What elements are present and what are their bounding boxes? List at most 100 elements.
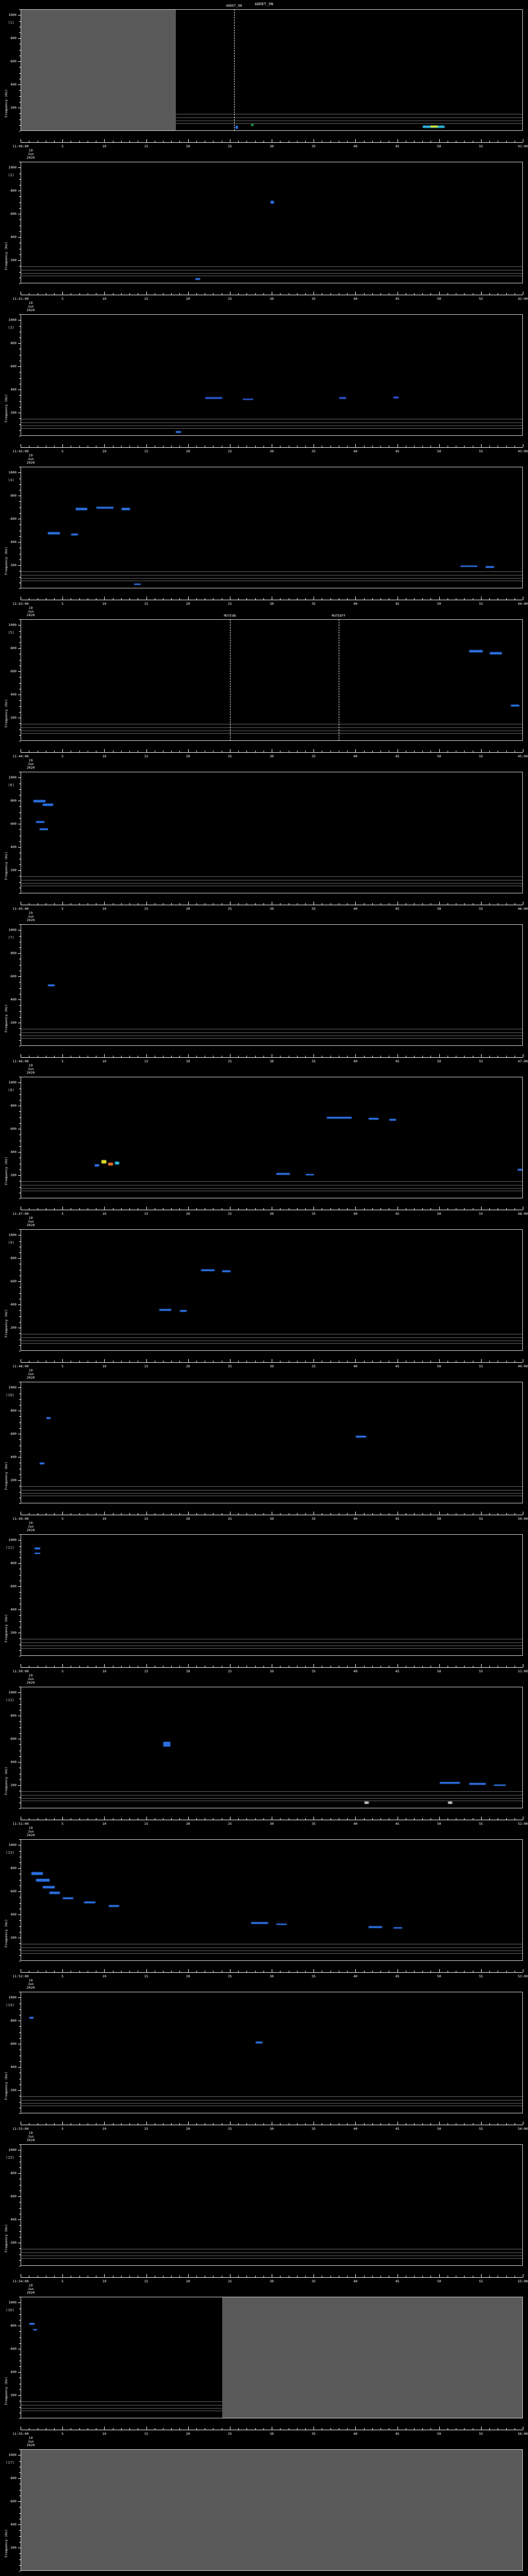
y-minor-tick — [19, 501, 21, 502]
x-minor-tick — [246, 1666, 248, 1667]
spectrogram-detection — [31, 1872, 43, 1875]
x-minor-tick — [372, 1056, 373, 1057]
x-minor-tick — [79, 1971, 80, 1972]
x-minor-tick — [238, 598, 239, 600]
x-major-tick — [439, 1054, 440, 1057]
y-minor-tick — [19, 1862, 21, 1863]
plot-area[interactable] — [21, 162, 523, 283]
x-minor-tick — [121, 1666, 122, 1667]
y-tick-label: 1000 — [8, 1538, 16, 1543]
x-major-tick — [188, 749, 189, 752]
panel-index-label: (3) — [8, 326, 14, 330]
x-minor-tick — [246, 1208, 248, 1210]
x-minor-tick — [246, 903, 248, 905]
plot-area[interactable] — [21, 1839, 523, 1961]
plot-area[interactable] — [21, 619, 523, 741]
spectrogram-detection — [486, 566, 494, 568]
x-tick-label: 25 — [227, 1212, 232, 1216]
plot-area[interactable] — [21, 924, 523, 1046]
plot-area[interactable] — [21, 2449, 523, 2571]
y-tick-mark — [18, 1304, 21, 1306]
y-tick-label: 400 — [10, 692, 16, 697]
x-minor-tick — [79, 2428, 80, 2430]
x-major-tick — [481, 902, 482, 905]
plot-area[interactable] — [21, 314, 523, 436]
y-minor-tick — [19, 1756, 21, 1757]
plot-area[interactable] — [21, 772, 523, 893]
y-tick-label: 1000 — [8, 623, 16, 628]
y-tick-label: 600 — [10, 212, 16, 216]
plot-area[interactable] — [21, 2144, 523, 2266]
x-minor-tick — [422, 1056, 423, 1057]
plot-area[interactable] — [21, 1229, 523, 1351]
y-tick-mark — [18, 472, 21, 473]
y-tick-mark — [18, 1457, 21, 1458]
x-minor-tick — [263, 2123, 264, 2125]
x-minor-tick — [506, 141, 507, 142]
x-minor-tick — [255, 293, 256, 295]
x-minor-tick — [238, 446, 239, 447]
x-major-tick — [481, 139, 482, 142]
x-tick-label: 35 — [311, 297, 316, 301]
x-minor-tick — [364, 751, 365, 752]
y-minor-tick — [19, 812, 21, 813]
y-minor-tick — [19, 631, 21, 632]
x-minor-tick — [171, 1208, 172, 1210]
x-minor-tick — [79, 1208, 80, 1210]
plot-area[interactable] — [21, 1077, 523, 1198]
x-minor-tick — [238, 1666, 239, 1667]
x-minor-tick — [296, 1056, 298, 1057]
x-tick-label: 15 — [144, 2127, 148, 2131]
y-minor-tick — [19, 1146, 21, 1147]
x-minor-tick — [179, 598, 180, 600]
y-minor-tick — [19, 1399, 21, 1400]
x-minor-tick — [171, 1666, 172, 1667]
spectrogram-detection — [439, 1782, 460, 1784]
y-minor-tick — [19, 1094, 21, 1095]
plot-area[interactable] — [21, 467, 523, 588]
x-minor-tick — [422, 446, 423, 447]
x-minor-tick — [506, 1818, 507, 1820]
y-tick-mark — [18, 999, 21, 1001]
y-minor-tick — [19, 1016, 21, 1018]
x-minor-tick — [246, 1056, 248, 1057]
x-tick-label: 40 — [353, 449, 358, 453]
y-minor-tick — [19, 507, 21, 508]
y-tick-label: 1000 — [8, 165, 16, 170]
y-minor-tick — [19, 2343, 21, 2344]
y-minor-tick — [19, 2113, 21, 2114]
y-axis-label: Frequency (Hz) — [4, 547, 8, 575]
x-major-tick — [104, 1359, 105, 1362]
spectrogram-detection — [368, 1118, 379, 1120]
x-minor-tick — [506, 293, 507, 295]
x-minor-tick — [79, 293, 80, 295]
plot-area[interactable] — [21, 1992, 523, 2113]
x-minor-tick — [506, 1666, 507, 1667]
x-minor-tick — [464, 2428, 465, 2430]
plot-area[interactable] — [21, 1687, 523, 1808]
x-minor-tick — [489, 1208, 490, 1210]
x-minor-tick — [347, 903, 348, 905]
plot-area[interactable] — [21, 1534, 523, 1656]
x-minor-tick — [305, 1971, 306, 1972]
y-minor-tick — [19, 1727, 21, 1728]
x-tick-label: 50 — [437, 1669, 441, 1673]
y-axis-label: Frequency (Hz) — [4, 1614, 8, 1642]
plot-area[interactable] — [21, 9, 523, 131]
y-tick-label: 600 — [10, 2194, 16, 2199]
y-tick-label: 200 — [10, 2241, 16, 2245]
x-minor-tick — [305, 751, 306, 752]
x-minor-tick — [121, 1818, 122, 1820]
x-minor-tick — [255, 2123, 256, 2125]
x-minor-tick — [489, 1056, 490, 1057]
y-minor-tick — [19, 711, 21, 713]
plot-area[interactable] — [21, 1382, 523, 1503]
y-minor-tick — [19, 2406, 21, 2408]
x-minor-tick — [305, 1513, 306, 1515]
plot-area[interactable] — [21, 2297, 523, 2418]
y-minor-tick — [19, 202, 21, 203]
x-major-tick — [481, 444, 482, 447]
spectrogram-detection — [121, 508, 130, 510]
x-major-tick — [104, 1969, 105, 1972]
x-tick-label: 10 — [102, 1364, 107, 1368]
